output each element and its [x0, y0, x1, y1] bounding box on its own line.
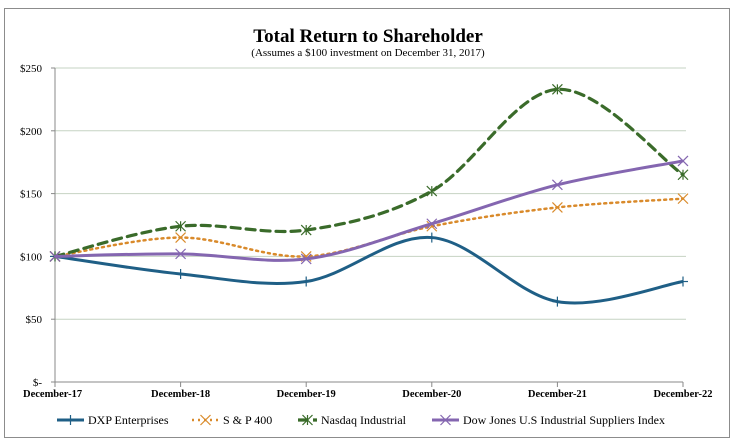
legend-item-s-p-400: S & P 400	[192, 413, 272, 427]
legend-marker	[200, 414, 211, 426]
data-point-dxp-enterprises	[552, 296, 563, 307]
data-point-dow-jones-u-s-industrial-suppliers-index	[551, 179, 563, 191]
legend-marker	[440, 414, 451, 426]
x-tick-label: December-17	[23, 389, 82, 400]
legend-label: S & P 400	[223, 413, 272, 427]
legend-label: DXP Enterprises	[88, 413, 169, 427]
legend-item-dow-jones-u-s-industrial-suppliers-index: Dow Jones U.S Industrial Suppliers Index	[432, 413, 665, 427]
data-point-nasdaq-industrial	[677, 169, 689, 181]
legend-item-dxp-enterprises: DXP Enterprises	[57, 413, 169, 427]
y-tick-label: $250	[20, 63, 43, 75]
data-point-s-p-400	[175, 232, 187, 243]
data-point-dow-jones-u-s-industrial-suppliers-index	[175, 248, 187, 260]
data-point-dow-jones-u-s-industrial-suppliers-index	[677, 155, 689, 167]
x-tick-label: December-22	[653, 389, 712, 400]
data-point-dxp-enterprises	[426, 232, 437, 243]
legend-marker	[302, 414, 313, 426]
chart-subtitle: (Assumes a $100 investment on December 3…	[251, 47, 485, 59]
y-tick-label: $-	[33, 377, 43, 389]
data-point-dow-jones-u-s-industrial-suppliers-index	[49, 250, 61, 262]
data-point-s-p-400	[551, 201, 563, 213]
series-line-s-p-400	[53, 197, 685, 258]
chart-frame	[4, 8, 730, 438]
data-point-dow-jones-u-s-industrial-suppliers-index	[300, 253, 312, 265]
data-point-dxp-enterprises	[678, 276, 688, 287]
chart-title: Total Return to Shareholder	[253, 26, 483, 47]
y-tick-label: $50	[26, 314, 43, 326]
legend-label: Dow Jones U.S Industrial Suppliers Index	[463, 413, 665, 427]
x-tick-label: December-19	[277, 389, 336, 400]
data-point-dxp-enterprises	[175, 268, 186, 279]
data-point-s-p-400	[677, 193, 689, 205]
data-point-nasdaq-industrial	[426, 185, 438, 197]
data-point-nasdaq-industrial	[175, 220, 187, 232]
y-tick-label: $100	[20, 251, 43, 263]
x-tick-label: December-18	[151, 389, 210, 400]
data-point-dxp-enterprises	[301, 276, 312, 287]
legend-label: Nasdaq Industrial	[321, 413, 407, 427]
series-line-dxp-enterprises	[54, 236, 684, 305]
data-point-nasdaq-industrial	[551, 83, 563, 95]
legend-marker	[65, 415, 76, 425]
data-point-nasdaq-industrial	[300, 224, 312, 236]
x-tick-label: December-20	[402, 389, 461, 400]
legend-item-nasdaq-industrial: Nasdaq Industrial	[298, 413, 407, 427]
series-line-dow-jones-u-s-industrial-suppliers-index	[54, 159, 684, 262]
y-tick-label: $150	[20, 189, 43, 201]
data-point-dow-jones-u-s-industrial-suppliers-index	[426, 218, 438, 230]
series-line-nasdaq-industrial	[53, 87, 685, 258]
x-tick-label: December-21	[528, 389, 587, 400]
y-tick-label: $200	[20, 126, 43, 138]
